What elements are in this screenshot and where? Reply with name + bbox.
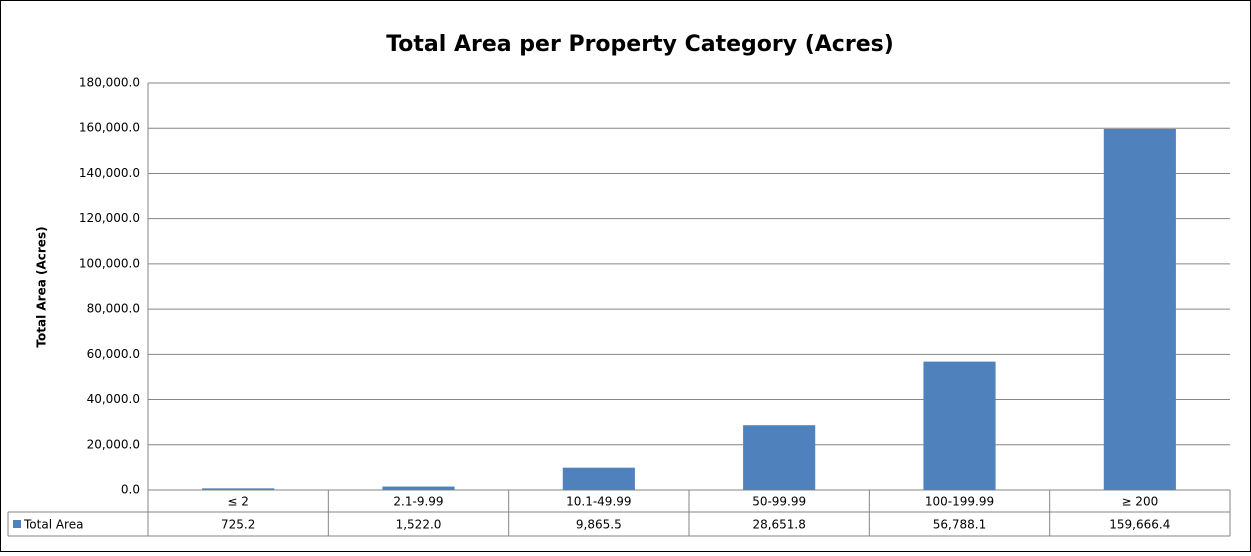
bar <box>1103 128 1176 490</box>
x-tick-label: 10.1-49.99 <box>566 495 631 509</box>
x-tick-label: 100-199.99 <box>925 495 994 509</box>
y-tick-label: 80,000.0 <box>87 302 140 316</box>
y-axis-label: Total Area (Acres) <box>35 226 49 347</box>
table-value: 725.2 <box>221 518 255 532</box>
bar <box>382 486 455 490</box>
table-value: 159,666.4 <box>1109 518 1170 532</box>
x-tick-label: 2.1-9.99 <box>393 495 443 509</box>
bar <box>923 361 996 490</box>
y-tick-label: 160,000.0 <box>79 121 140 135</box>
x-tick-label: ≤ 2 <box>227 495 249 509</box>
legend-label: Total Area <box>23 518 83 532</box>
table-value: 56,788.1 <box>933 518 986 532</box>
table-value: 28,651.8 <box>752 518 805 532</box>
bar <box>202 488 275 490</box>
bar <box>562 467 635 490</box>
y-tick-label: 20,000.0 <box>87 437 140 451</box>
y-tick-label: 40,000.0 <box>87 392 140 406</box>
bar <box>743 425 816 490</box>
y-tick-label: 0.0 <box>121 483 140 497</box>
legend-key <box>13 520 21 528</box>
chart-title: Total Area per Property Category (Acres) <box>386 32 894 57</box>
y-tick-label: 100,000.0 <box>79 256 140 270</box>
y-tick-label: 120,000.0 <box>79 211 140 225</box>
table-value: 9,865.5 <box>576 518 622 532</box>
table-value: 1,522.0 <box>396 518 442 532</box>
y-tick-label: 140,000.0 <box>79 166 140 180</box>
y-tick-label: 60,000.0 <box>87 347 140 361</box>
x-tick-label: ≥ 200 <box>1121 495 1158 509</box>
x-tick-label: 50-99.99 <box>752 495 806 509</box>
y-tick-label: 180,000.0 <box>79 76 140 90</box>
